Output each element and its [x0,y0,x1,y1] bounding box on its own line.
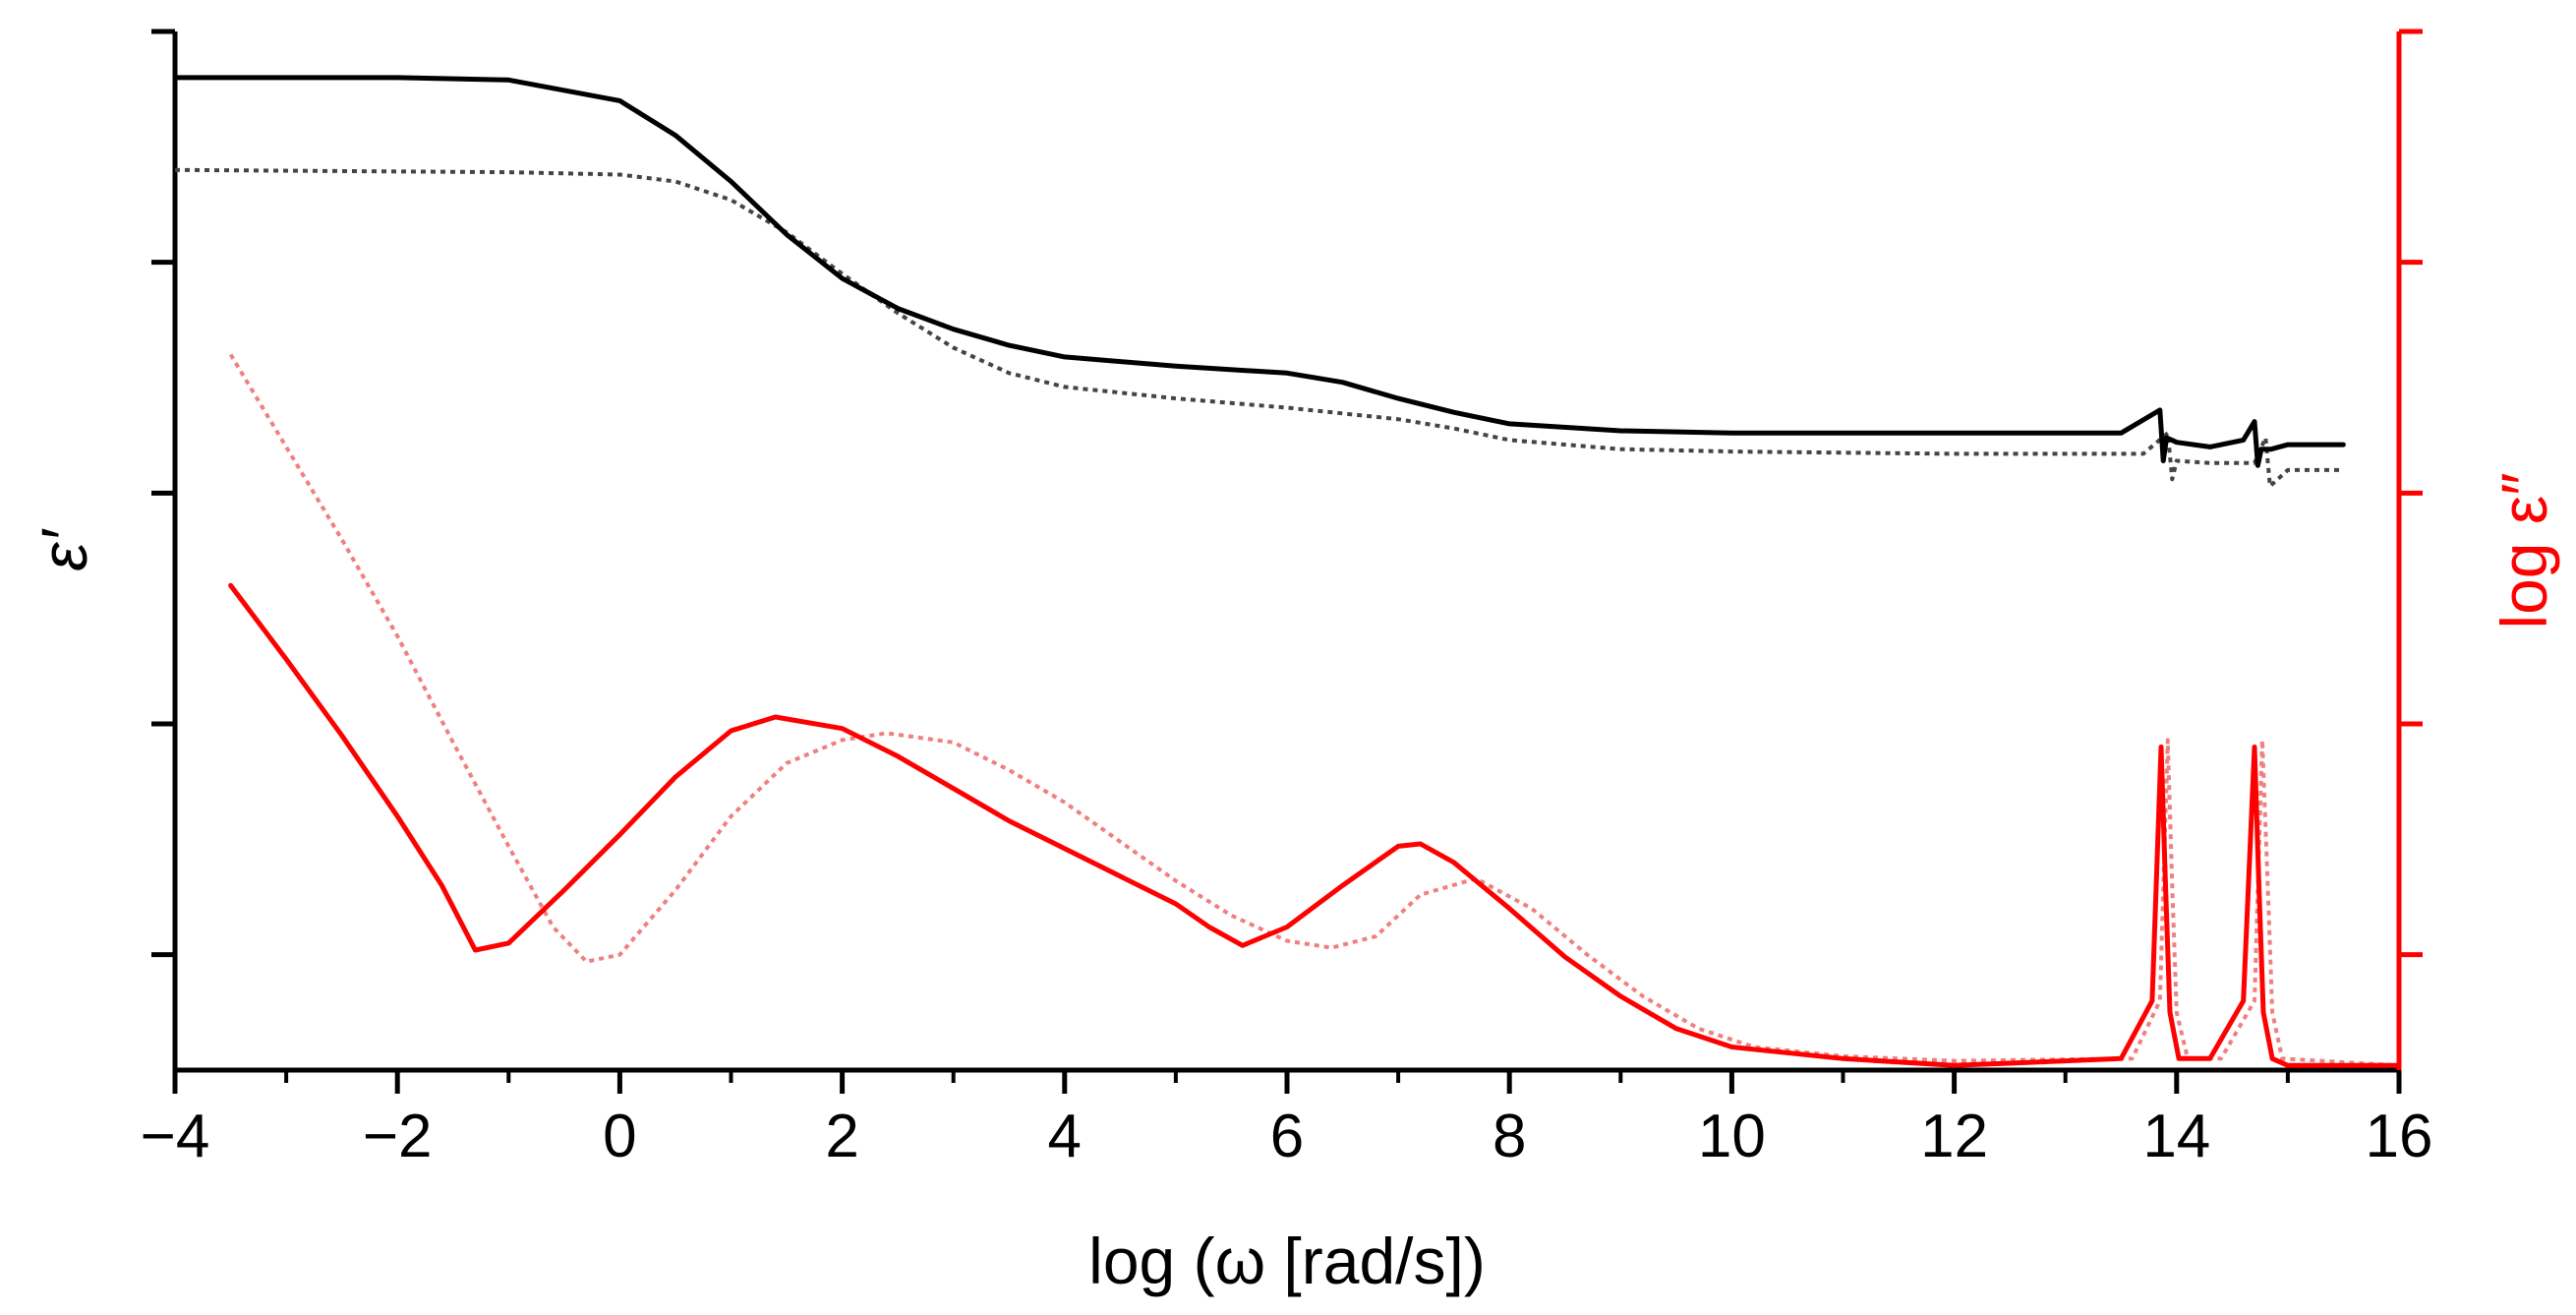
series-log_eps_double_prime_dotted [228,353,2400,1068]
x-tick-label: 4 [1048,1103,1082,1170]
x-axis-title: log (ω [rad/s]) [1088,1225,1486,1297]
x-tick-label: −2 [363,1103,433,1170]
ticks: −4 −2 0 2 4 6 8 10 12 14 16 [141,29,2433,1170]
series-log_eps_double_prime_solid [228,582,2402,1068]
x-tick-label: 6 [1270,1103,1304,1170]
series-eps_prime_dotted [174,167,2344,489]
x-tick-label: 16 [2366,1103,2433,1170]
x-tick-label: 2 [825,1103,858,1170]
x-tick-label: 14 [2142,1103,2210,1170]
series-eps_prime_solid [172,75,2346,468]
y-axis-right-title: log ε″ [2488,472,2560,628]
y-axis-left-title: ε′ [28,528,100,571]
x-tick-label: 12 [1920,1103,1988,1170]
plot-area [172,75,2402,1068]
x-tick-label: 10 [1698,1103,1766,1170]
x-tick-label: −4 [141,1103,210,1170]
axes-frame [172,31,2402,1073]
x-tick-label: 8 [1493,1103,1526,1170]
x-tick-label: 0 [603,1103,636,1170]
